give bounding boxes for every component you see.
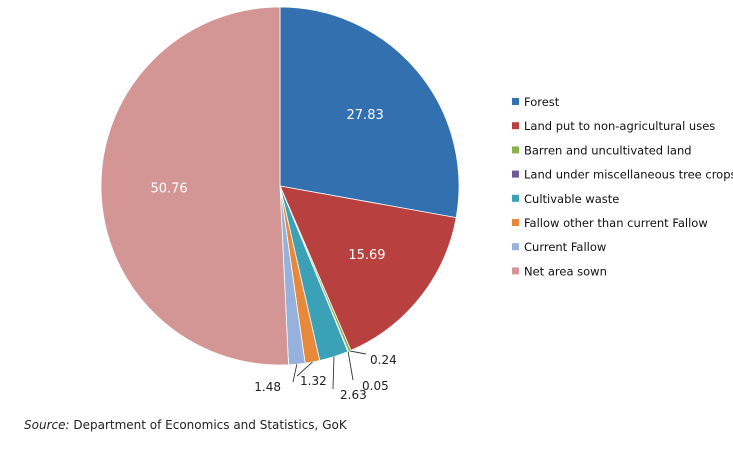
legend-swatch-fallow-other-than-current-fallow: [512, 219, 519, 226]
pie-slices: [100, 6, 460, 366]
data-label-net-area-sown: 50.76: [150, 182, 187, 197]
data-label-land-put-to-non-agricultural-uses: 15.69: [348, 248, 385, 263]
leader-line-cultivable-waste: [332, 356, 335, 390]
legend-swatch-forest: [512, 98, 519, 105]
legend-label-barren-and-uncultivated-land: Barren and uncultivated land: [524, 143, 692, 157]
legend-label-fallow-other-than-current-fallow: Fallow other than current Fallow: [524, 216, 708, 230]
slice-forest: [279, 6, 460, 219]
source-text: Department of Economics and Statistics, …: [69, 418, 347, 432]
source-prefix: Source:: [24, 418, 70, 432]
data-label-cultivable-waste: 2.63: [340, 388, 367, 402]
data-label-fallow-other-than-current-fallow: 1.32: [300, 374, 327, 388]
leader-line-current-fallow: [292, 364, 298, 383]
data-label-current-fallow: 1.48: [254, 380, 281, 394]
data-label-forest: 27.83: [347, 108, 384, 123]
legend-label-cultivable-waste: Cultivable waste: [524, 192, 619, 206]
leader-lines: [292, 350, 367, 390]
source-note: Source: Department of Economics and Stat…: [24, 418, 347, 432]
leader-line-barren-and-uncultivated-land: [349, 350, 367, 355]
legend: Forest Land put to non-agricultural uses B…: [512, 95, 733, 278]
legend-label-current-fallow: Current Fallow: [524, 240, 606, 254]
legend-swatch-land-under-miscellaneous-tree-crops: [512, 170, 519, 178]
data-labels: 27.83 15.69 0.24 0.052.63 1.32 1.48 50.76: [150, 108, 396, 402]
data-label-land-under-miscellaneous-tree-crops: 0.05: [362, 379, 389, 393]
legend-label-land-put-to-non-agricultural-uses: Land put to non-agricultural uses: [524, 119, 715, 133]
legend-label-forest: Forest: [524, 95, 560, 109]
legend-swatch-net-area-sown: [512, 267, 519, 275]
data-label-barren-and-uncultivated-land: 0.24: [370, 353, 397, 367]
slice-net-area-sown: [100, 6, 289, 366]
leader-line-land-under-miscellaneous-tree-crops: [347, 351, 354, 381]
slice-land-put-to-non-agricultural-uses: [279, 185, 457, 351]
legend-swatch-barren-and-uncultivated-land: [512, 146, 519, 154]
legend-swatch-current-fallow: [512, 243, 519, 251]
legend-swatch-land-put-to-non-agricultural-uses: [512, 122, 519, 130]
leader-line-fallow-other-than-current-fallow: [296, 361, 313, 377]
legend-label-land-under-miscellaneous-tree-crops: Land under miscellaneous tree crops: [524, 168, 733, 182]
legend-label-net-area-sown: Net area sown: [524, 264, 607, 278]
legend-swatch-cultivable-waste: [512, 194, 519, 202]
